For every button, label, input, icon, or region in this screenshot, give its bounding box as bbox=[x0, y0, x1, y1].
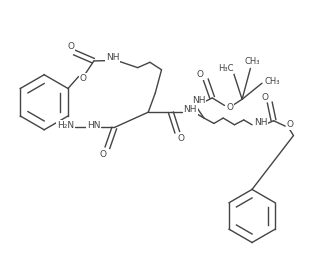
Text: H₃C: H₃C bbox=[218, 64, 233, 73]
Text: O: O bbox=[196, 70, 203, 79]
Text: O: O bbox=[79, 74, 86, 83]
Text: CH₃: CH₃ bbox=[244, 57, 260, 66]
Text: O: O bbox=[177, 134, 184, 143]
Text: O: O bbox=[100, 150, 107, 159]
Text: HN: HN bbox=[87, 121, 100, 130]
Text: NH: NH bbox=[106, 53, 120, 63]
Text: O: O bbox=[261, 93, 268, 102]
Text: H₂N: H₂N bbox=[57, 121, 74, 130]
Text: NH: NH bbox=[192, 96, 206, 105]
Text: O: O bbox=[226, 103, 233, 112]
Text: NH: NH bbox=[183, 105, 197, 114]
Text: O: O bbox=[287, 120, 294, 129]
Text: NH: NH bbox=[254, 118, 268, 127]
Text: CH₃: CH₃ bbox=[264, 77, 280, 86]
Text: O: O bbox=[67, 42, 74, 51]
